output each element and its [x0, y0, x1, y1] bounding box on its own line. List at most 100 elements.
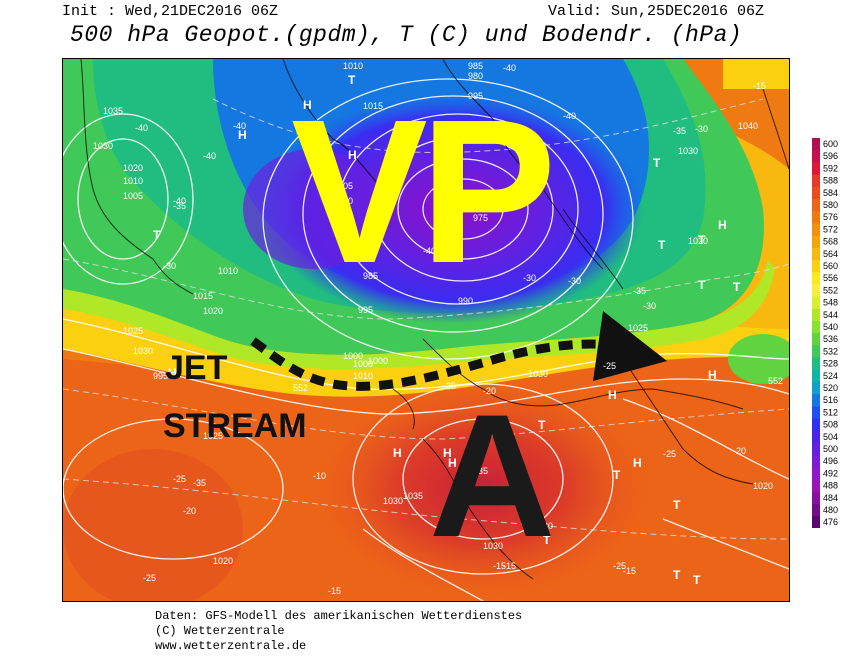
high-marker: H	[303, 98, 312, 112]
temperature-label: -30	[695, 124, 708, 134]
low-marker: T	[698, 233, 706, 247]
pressure-label: 1030	[93, 141, 113, 151]
legend-swatch	[812, 223, 820, 236]
pressure-label: 1010	[123, 176, 143, 186]
pressure-label: 1025	[203, 431, 223, 441]
pressure-label: 995	[468, 91, 483, 101]
pressure-label: 1010	[353, 371, 373, 381]
legend-swatch	[812, 382, 820, 395]
high-marker: H	[608, 388, 617, 402]
isohypse-label: 552	[768, 376, 783, 386]
high-marker: H	[238, 128, 247, 142]
pressure-label: 1020	[753, 481, 773, 491]
isohypse-label: 552	[293, 383, 308, 393]
legend-swatch	[812, 333, 820, 346]
temperature-label: -25	[603, 361, 616, 371]
legend-label: 556	[823, 273, 838, 283]
legend-swatch	[812, 516, 820, 529]
temperature-label: -20	[483, 386, 496, 396]
high-marker: H	[348, 148, 357, 162]
low-marker: T	[538, 418, 546, 432]
pressure-label: 1020	[688, 236, 708, 246]
legend-label: 592	[823, 163, 838, 173]
legend-swatch	[812, 162, 820, 175]
high-marker: H	[708, 368, 717, 382]
footer-website: www.wetterzentrale.de	[155, 639, 307, 653]
jet-stream-path	[250, 337, 624, 391]
pressure-label: 1030	[678, 146, 698, 156]
high-marker: H	[393, 446, 402, 460]
temperature-label: -15	[493, 561, 506, 571]
legend-swatch	[812, 479, 820, 493]
pressure-label: 1005	[333, 211, 353, 221]
temperature-label: -35	[673, 126, 686, 136]
low-marker: T	[313, 126, 321, 140]
temperature-label: -25	[613, 561, 626, 571]
legend-swatch	[812, 199, 820, 212]
pressure-label: 975	[473, 213, 488, 223]
legend-swatch	[812, 345, 820, 358]
pressure-label: 1015	[193, 291, 213, 301]
temperature-label: -40	[173, 196, 186, 206]
legend-swatch	[812, 211, 820, 224]
legend-label: 576	[823, 212, 838, 222]
legend-swatch	[812, 369, 820, 383]
legend-swatch	[812, 260, 820, 273]
legend-swatch	[812, 235, 820, 249]
low-marker: T	[673, 498, 681, 512]
legend-swatch	[812, 406, 820, 419]
temperature-label: -15	[328, 586, 341, 596]
pressure-label: 1035	[103, 106, 123, 116]
jet-label: JET	[165, 349, 228, 387]
legend-label: 564	[823, 249, 838, 259]
legend-swatch	[812, 467, 820, 480]
legend-label: 548	[823, 298, 838, 308]
high-marker: H	[468, 458, 477, 472]
pressure-label: 1030	[483, 541, 503, 551]
legend-swatch	[812, 504, 820, 517]
weather-map: 1035 1030 1020 1010 1005 1010 1015 1020 1025 1030…	[62, 58, 790, 602]
legend-label: 588	[823, 176, 838, 186]
temperature-label: -35	[193, 478, 206, 488]
temperature-label: -20	[183, 506, 196, 516]
legend-label: 600	[823, 139, 838, 149]
legend-label: 528	[823, 359, 838, 369]
hot-core	[313, 379, 653, 599]
pressure-label: 1035	[403, 491, 423, 501]
pressure-label: 1025	[628, 323, 648, 333]
temperature-label: -35	[443, 381, 456, 391]
legend-swatch	[812, 394, 820, 407]
pressure-label: 1030	[528, 369, 548, 379]
pressure-label: 1010	[333, 196, 353, 206]
legend-label: 584	[823, 188, 838, 198]
low-marker: T	[543, 533, 551, 547]
legend-swatch	[812, 491, 820, 505]
stream-label: STREAM	[163, 407, 307, 445]
legend-swatch	[812, 174, 820, 188]
legend-label: 568	[823, 237, 838, 247]
pressure-label: 1030	[383, 496, 403, 506]
temperature-label: -35	[173, 201, 186, 211]
temperature-label: -15	[503, 561, 516, 571]
temperature-label: -30	[643, 301, 656, 311]
temperature-label: -25	[663, 449, 676, 459]
low-marker: T	[698, 278, 706, 292]
legend-swatch	[812, 357, 820, 371]
temperature-label: -40	[233, 121, 246, 131]
temperature-label: -25	[173, 474, 186, 484]
footer-source: Daten: GFS-Modell des amerikanischen Wet…	[155, 609, 523, 623]
legend-label: 504	[823, 432, 838, 442]
pressure-label: 995	[153, 371, 168, 381]
temperature-label: -40	[203, 151, 216, 161]
map-labels: 1035103010201010100510101015102010251030…	[93, 61, 783, 596]
isotherms	[63, 98, 789, 540]
coastlines	[80, 59, 789, 580]
high-marker: H	[168, 366, 177, 380]
pressure-label: 1020	[203, 306, 223, 316]
temperature-label: -10	[313, 471, 326, 481]
legend-label: 488	[823, 481, 838, 491]
temperature-label: -30	[568, 276, 581, 286]
temperature-label: -30	[163, 261, 176, 271]
temperature-label: -25	[143, 573, 156, 583]
legend-label: 512	[823, 407, 838, 417]
